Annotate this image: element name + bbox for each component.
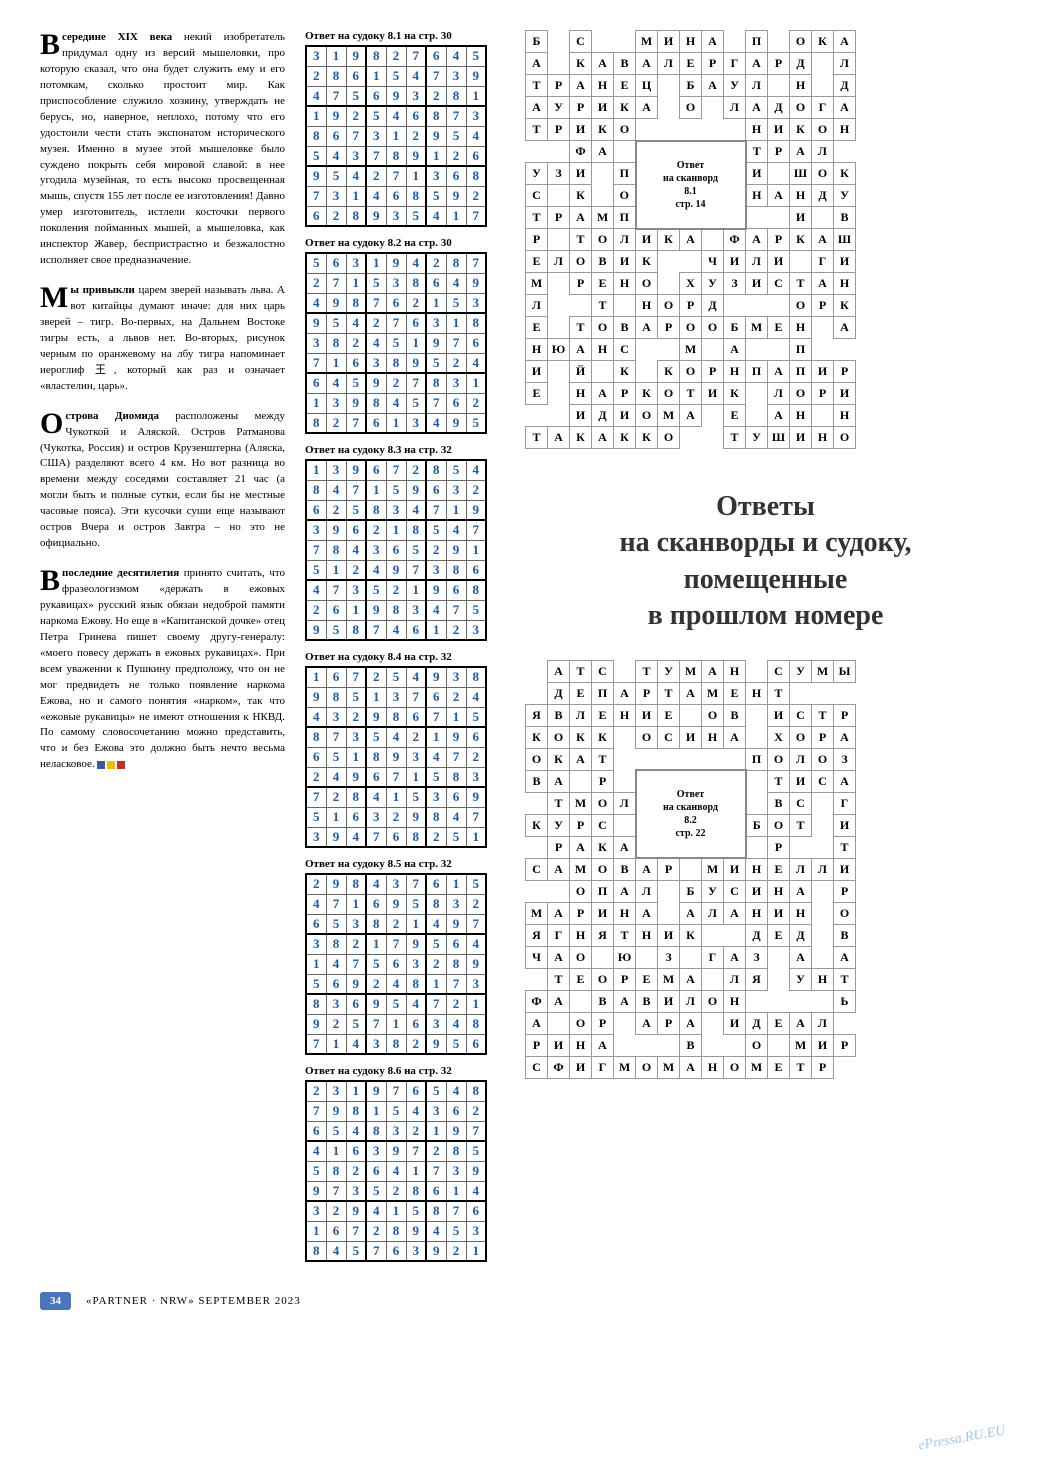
watermark: ePressa.RU.EU [917, 1423, 1007, 1454]
sudoku-title: Ответ на судоку 8.5 на стр. 32 [305, 858, 505, 870]
title-line: на сканворды и судоку, [525, 525, 1006, 561]
sudoku-grid: 1396728548471596326258347193962185477843… [305, 459, 487, 641]
right-column: БСМИНАПОКААКАВАЛЕРГАРДЛТРАНЕЦБАУЛНДАУРИК… [525, 30, 1006, 1272]
article-para: Мы привыкли царем зверей называть льва. … [40, 283, 285, 395]
sudoku-block: Ответ на судоку 8.6 на стр. 32 2319765487… [305, 1065, 505, 1262]
sudoku-title: Ответ на судоку 8.6 на стр. 32 [305, 1065, 505, 1077]
sudoku-block: Ответ на судоку 8.5 на стр. 32 2984376154… [305, 858, 505, 1055]
sudoku-column: Ответ на судоку 8.1 на стр. 30 3198276452… [305, 30, 505, 1272]
article-para: Всередине XIX века некий изобретатель пр… [40, 30, 285, 269]
sudoku-block: Ответ на судоку 8.4 на стр. 32 1672549389… [305, 651, 505, 848]
crossword-2: АТСТУМАНСУМЫДЕПАРТАМЕНТЯВЛЕНИЕОВИСТРКОКК… [525, 660, 1006, 1079]
sudoku-title: Ответ на судоку 8.4 на стр. 32 [305, 651, 505, 663]
article-para: Впоследние десятилетия принято считать, … [40, 566, 285, 773]
sudoku-grid: 3198276452861547394756932811925468738673… [305, 45, 487, 227]
sudoku-block: Ответ на судоку 8.1 на стр. 30 3198276452… [305, 30, 505, 227]
sudoku-title: Ответ на судоку 8.1 на стр. 30 [305, 30, 505, 42]
main-title: Ответына сканворды и судоку,помещенныев … [525, 489, 1006, 635]
publication-info: «PARTNER · NRW» SEPTEMBER 2023 [86, 1295, 301, 1307]
article-column: Всередине XIX века некий изобретатель пр… [40, 30, 285, 1272]
sudoku-grid: 5631942872715386494987621539542763183824… [305, 252, 487, 434]
sudoku-title: Ответ на судоку 8.2 на стр. 30 [305, 237, 505, 249]
crossword-grid: БСМИНАПОКААКАВАЛЕРГАРДЛТРАНЕЦБАУЛНДАУРИК… [525, 30, 856, 449]
sudoku-grid: 2319765487981543626548321974163972855826… [305, 1080, 487, 1262]
sudoku-grid: 1672549389851376244329867158735421966518… [305, 666, 487, 848]
sudoku-title: Ответ на судоку 8.3 на стр. 32 [305, 444, 505, 456]
article-para: Острова Диомида расположены между Чукотк… [40, 409, 285, 552]
crossword-label: Ответна сканворд8.2стр. 22 [636, 770, 746, 858]
sudoku-block: Ответ на судоку 8.3 на стр. 32 1396728548… [305, 444, 505, 641]
sudoku-grid: 2984376154716958326538214973821795641475… [305, 873, 487, 1055]
page-footer: 34 «PARTNER · NRW» SEPTEMBER 2023 [40, 1292, 1006, 1310]
crossword-grid: АТСТУМАНСУМЫДЕПАРТАМЕНТЯВЛЕНИЕОВИСТРКОКК… [525, 660, 856, 1079]
page-number: 34 [40, 1292, 71, 1310]
title-line: Ответы [525, 489, 1006, 525]
title-line: помещенные [525, 562, 1006, 598]
crossword-label: Ответна сканворд8.1стр. 14 [636, 141, 746, 229]
crossword-1: БСМИНАПОКААКАВАЛЕРГАРДЛТРАНЕЦБАУЛНДАУРИК… [525, 30, 1006, 449]
sudoku-block: Ответ на судоку 8.2 на стр. 30 5631942872… [305, 237, 505, 434]
title-line: в прошлом номере [525, 598, 1006, 634]
